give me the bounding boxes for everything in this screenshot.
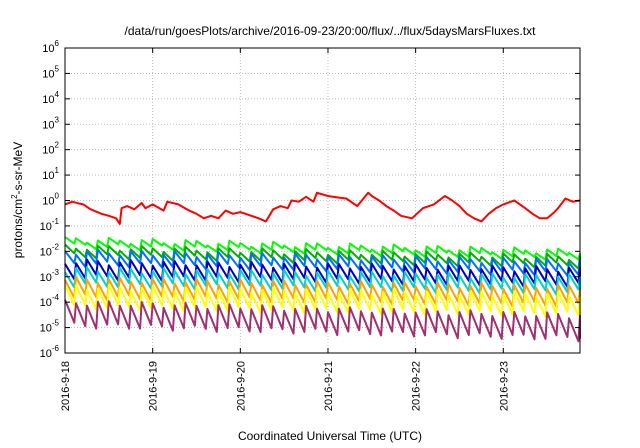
y-tick-exp: 5 xyxy=(55,64,60,73)
y-tick-label: 104 xyxy=(42,90,59,106)
y-tick-base: 10 xyxy=(42,68,54,80)
y-tick-base: 10 xyxy=(40,246,52,258)
y-tick-base: 10 xyxy=(42,94,54,106)
y-tick-base: 10 xyxy=(40,297,52,309)
y-tick-base: 10 xyxy=(40,221,52,233)
y-tick-exp: -3 xyxy=(52,268,60,277)
y-tick-label: 10-5 xyxy=(40,319,60,335)
series-line xyxy=(64,266,581,296)
y-axis: 10-610-510-410-310-210-11001011021031041… xyxy=(40,39,580,360)
x-axis: 2016-9-18 2016-9-19 2016-9-20 2016-9-21 2016… xyxy=(60,48,510,411)
y-tick-exp: 0 xyxy=(55,192,60,201)
y-axis-label-rest: -s-sr-MeV xyxy=(11,142,25,195)
y-tick-exp: -5 xyxy=(52,319,60,328)
y-tick-exp: -6 xyxy=(52,344,60,353)
y-tick-exp: -4 xyxy=(52,293,60,302)
y-tick-exp: 4 xyxy=(55,90,60,99)
y-axis-label-base: protons/cm xyxy=(11,199,25,258)
series-group xyxy=(64,191,581,343)
y-tick-exp: 6 xyxy=(55,39,60,48)
y-tick-base: 10 xyxy=(42,43,54,55)
y-tick-label: 10-6 xyxy=(40,344,60,360)
y-tick-label: 106 xyxy=(42,39,59,55)
y-tick-exp: -2 xyxy=(52,242,60,251)
y-tick-label: 101 xyxy=(42,166,59,182)
y-tick-base: 10 xyxy=(40,272,52,284)
y-tick-label: 10-3 xyxy=(40,268,60,284)
y-axis-label-sup: 2 xyxy=(10,194,19,199)
x-tick-label: 2016-9-21 xyxy=(323,361,335,411)
x-tick-label: 2016-9-22 xyxy=(411,361,423,411)
x-tick-label: 2016-9-19 xyxy=(148,361,160,411)
y-tick-label: 100 xyxy=(42,192,59,208)
x-axis-label: Coordinated Universal Time (UTC) xyxy=(238,429,422,443)
x-tick-label: 2016-9-18 xyxy=(60,361,72,411)
series-line xyxy=(64,299,581,343)
series-line xyxy=(64,191,581,225)
series-line xyxy=(64,284,581,318)
y-tick-base: 10 xyxy=(42,145,54,157)
y-tick-label: 102 xyxy=(42,141,59,157)
y-tick-base: 10 xyxy=(40,323,52,335)
y-axis-label: protons/cm2-s-sr-MeV xyxy=(10,142,25,258)
y-tick-base: 10 xyxy=(42,170,54,182)
y-tick-exp: 3 xyxy=(55,115,60,124)
chart-title: /data/run/goesPlots/archive/2016-09-23/2… xyxy=(125,24,537,38)
y-tick-exp: 2 xyxy=(55,141,60,150)
y-tick-label: 10-1 xyxy=(40,217,60,233)
y-tick-label: 103 xyxy=(42,115,59,131)
y-tick-base: 10 xyxy=(40,348,52,360)
x-tick-label: 2016-9-20 xyxy=(235,361,247,411)
y-tick-exp: 1 xyxy=(55,166,60,175)
y-tick-exp: -1 xyxy=(52,217,60,226)
y-tick-base: 10 xyxy=(42,119,54,131)
x-tick-label: 2016-9-23 xyxy=(498,361,510,411)
y-tick-label: 10-4 xyxy=(40,293,60,309)
y-tick-label: 105 xyxy=(42,64,59,80)
y-tick-base: 10 xyxy=(42,196,54,208)
y-tick-label: 10-2 xyxy=(40,242,60,258)
